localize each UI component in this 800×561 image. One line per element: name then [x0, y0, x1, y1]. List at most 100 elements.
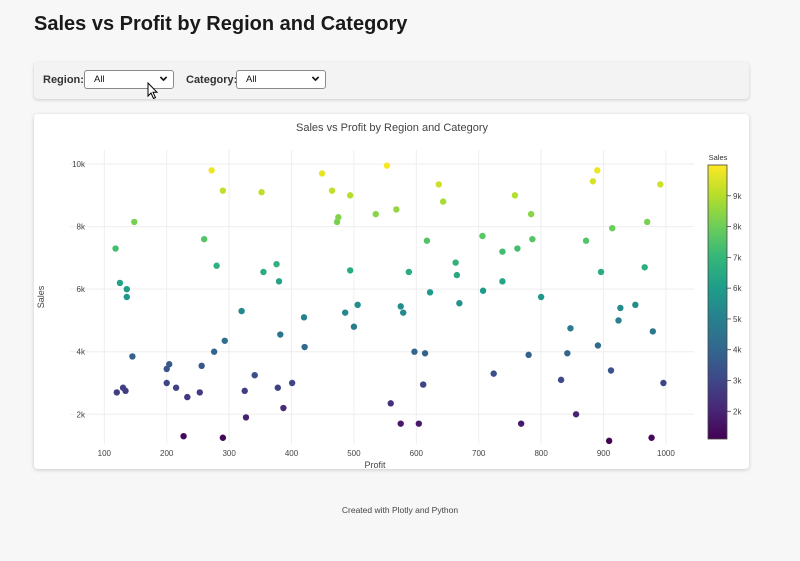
- data-point[interactable]: [112, 245, 119, 252]
- data-point[interactable]: [641, 264, 648, 271]
- data-point[interactable]: [163, 379, 170, 387]
- data-point[interactable]: [219, 434, 227, 441]
- data-point[interactable]: [208, 167, 215, 174]
- data-point[interactable]: [166, 361, 173, 368]
- data-point[interactable]: [131, 218, 138, 226]
- data-point[interactable]: [393, 206, 400, 213]
- data-point[interactable]: [597, 268, 605, 276]
- data-point[interactable]: [479, 232, 486, 240]
- data-point[interactable]: [572, 411, 580, 418]
- data-point[interactable]: [260, 268, 267, 276]
- data-point[interactable]: [328, 187, 336, 194]
- data-point[interactable]: [421, 350, 429, 357]
- data-point[interactable]: [426, 289, 434, 296]
- data-point[interactable]: [411, 348, 418, 355]
- data-point[interactable]: [242, 414, 250, 421]
- data-point[interactable]: [537, 293, 545, 301]
- data-point[interactable]: [527, 210, 535, 218]
- data-point[interactable]: [196, 389, 203, 396]
- data-point[interactable]: [435, 181, 442, 188]
- data-point[interactable]: [200, 235, 208, 243]
- data-point[interactable]: [479, 287, 487, 294]
- region-select[interactable]: All: [84, 70, 174, 89]
- data-point[interactable]: [301, 343, 308, 351]
- data-point[interactable]: [383, 162, 391, 169]
- data-point[interactable]: [238, 307, 245, 315]
- data-point[interactable]: [617, 304, 624, 312]
- data-point[interactable]: [439, 198, 447, 205]
- data-point[interactable]: [221, 337, 228, 344]
- data-point[interactable]: [346, 192, 354, 199]
- data-point[interactable]: [490, 370, 497, 377]
- data-point[interactable]: [582, 237, 590, 244]
- data-point[interactable]: [335, 214, 342, 221]
- data-point[interactable]: [123, 285, 130, 293]
- data-point[interactable]: [405, 268, 413, 276]
- data-point[interactable]: [594, 342, 602, 349]
- data-point[interactable]: [129, 353, 136, 360]
- data-point[interactable]: [605, 437, 613, 445]
- data-point[interactable]: [280, 404, 287, 412]
- data-point[interactable]: [648, 434, 655, 441]
- data-point[interactable]: [350, 323, 358, 330]
- data-point[interactable]: [341, 309, 349, 316]
- data-point[interactable]: [387, 400, 394, 407]
- data-point[interactable]: [251, 371, 258, 379]
- data-point[interactable]: [241, 387, 248, 395]
- data-point[interactable]: [499, 248, 506, 255]
- data-point[interactable]: [300, 314, 308, 321]
- data-point[interactable]: [397, 303, 404, 310]
- data-point[interactable]: [499, 278, 506, 285]
- data-point[interactable]: [594, 167, 601, 174]
- data-point[interactable]: [517, 420, 525, 427]
- data-point[interactable]: [452, 259, 459, 266]
- data-point[interactable]: [346, 267, 354, 274]
- data-point[interactable]: [123, 293, 130, 301]
- data-point[interactable]: [180, 432, 187, 440]
- data-point[interactable]: [453, 271, 461, 279]
- data-point[interactable]: [657, 181, 664, 188]
- data-point[interactable]: [419, 381, 427, 388]
- data-point[interactable]: [660, 379, 667, 387]
- data-point[interactable]: [564, 350, 571, 357]
- data-point[interactable]: [423, 237, 431, 244]
- data-point[interactable]: [609, 224, 616, 232]
- data-point[interactable]: [318, 170, 326, 177]
- data-point[interactable]: [213, 262, 220, 269]
- data-point[interactable]: [632, 301, 639, 309]
- data-point[interactable]: [219, 187, 227, 194]
- data-point[interactable]: [456, 300, 463, 307]
- data-point[interactable]: [113, 389, 121, 396]
- data-point[interactable]: [274, 384, 281, 391]
- data-point[interactable]: [210, 348, 218, 355]
- data-point[interactable]: [397, 420, 404, 427]
- data-point[interactable]: [122, 387, 129, 395]
- data-point[interactable]: [172, 384, 180, 391]
- data-point[interactable]: [184, 393, 191, 401]
- data-point[interactable]: [400, 309, 407, 316]
- data-point[interactable]: [258, 189, 265, 196]
- data-point[interactable]: [525, 351, 532, 359]
- data-point[interactable]: [354, 301, 361, 309]
- scatter-chart[interactable]: Sales vs Profit by Region and Category 1…: [34, 114, 749, 469]
- data-point[interactable]: [644, 218, 651, 226]
- data-point[interactable]: [557, 376, 565, 384]
- category-select[interactable]: All: [236, 70, 326, 89]
- data-point[interactable]: [198, 362, 205, 370]
- data-point[interactable]: [607, 367, 615, 374]
- data-point[interactable]: [275, 278, 283, 285]
- data-point[interactable]: [372, 210, 379, 218]
- data-point[interactable]: [273, 260, 280, 268]
- data-point[interactable]: [529, 235, 536, 243]
- data-point[interactable]: [567, 325, 574, 332]
- data-point[interactable]: [589, 178, 597, 185]
- data-point[interactable]: [649, 328, 657, 335]
- data-point[interactable]: [116, 279, 124, 287]
- data-point[interactable]: [277, 331, 284, 338]
- data-point[interactable]: [514, 245, 521, 252]
- data-point[interactable]: [615, 317, 622, 324]
- data-point[interactable]: [415, 420, 423, 427]
- data-point[interactable]: [511, 192, 519, 199]
- data-point[interactable]: [288, 379, 296, 387]
- data-point[interactable]: [163, 365, 170, 373]
